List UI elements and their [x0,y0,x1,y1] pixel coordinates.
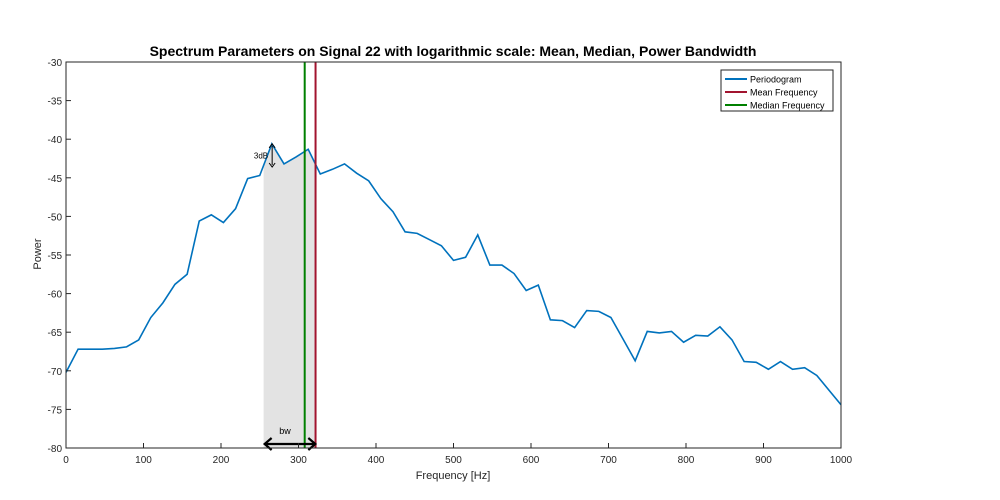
x-tick-label: 1000 [830,455,853,466]
db-label: 3dB [254,151,268,160]
x-tick-label: 0 [63,455,69,466]
y-tick-label: -50 [48,212,63,223]
y-tick-label: -75 [48,405,63,416]
y-axis: -30 -35 -40 -45 -50 -55 -60 -65 -70 -75 -80 [48,58,71,455]
legend: Periodogram Mean Frequency Median Frequenc… [720,69,834,112]
y-tick-label: -60 [48,290,63,301]
y-tick-label: -45 [48,174,63,185]
plot-area [66,62,841,448]
legend-label: Median Frequency [750,101,825,111]
x-tick-label: 300 [290,455,307,466]
y-tick-label: -55 [48,251,63,262]
x-tick-label: 200 [213,455,230,466]
x-tick-label: 100 [135,455,152,466]
bandwidth-area [263,143,317,448]
periodogram-line [65,142,842,406]
x-tick-label: 800 [678,455,695,466]
y-tick-label: -35 [48,97,63,108]
x-tick-label: 400 [368,455,385,466]
x-tick-label: 600 [523,455,540,466]
legend-label: Periodogram [750,75,802,85]
db-arrow-head-bottom [268,162,276,168]
legend-label: Mean Frequency [750,88,818,98]
chart-title: Spectrum Parameters on Signal 22 with lo… [150,43,757,59]
y-axis-label: Power [32,238,44,270]
x-tick-label: 500 [445,455,462,466]
y-tick-label: -40 [48,135,63,146]
bw-label: bw [279,426,291,436]
x-tick-label: 700 [600,455,617,466]
y-tick-label: -30 [48,58,63,69]
y-tick-label: -80 [48,444,63,455]
x-tick-label: 900 [755,455,772,466]
y-tick-label: -65 [48,328,63,339]
db-arrow-head-top [268,142,276,149]
x-axis-label: Frequency [Hz] [416,470,491,482]
x-axis: 0 100 200 300 400 500 600 700 800 900 1000 [63,443,853,466]
y-tick-label: -70 [48,367,63,378]
